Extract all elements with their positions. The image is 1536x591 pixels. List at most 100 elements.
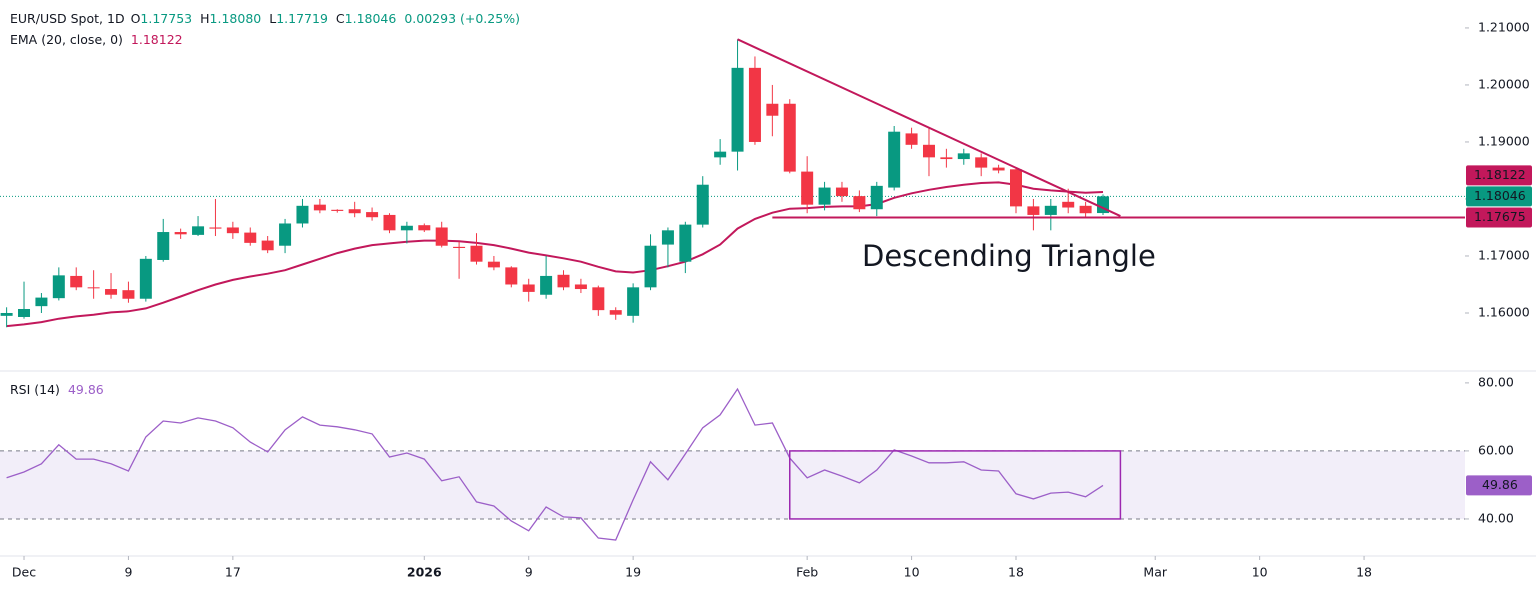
candle-body (70, 275, 83, 288)
rsi-badge-label: 49.86 (1482, 477, 1518, 492)
candle-body (1062, 201, 1075, 208)
candle-body (261, 240, 274, 251)
candle-body (52, 275, 65, 299)
candle-body (1079, 205, 1092, 214)
candle-body (505, 267, 518, 285)
trendline (737, 38, 1121, 217)
header: EUR/USD Spot, 1D O1.17753 H1.18080 L1.17719… (10, 11, 520, 26)
y-tick-label: 80.00 (1478, 374, 1514, 389)
ema-legend: EMA (20, close, 0) 1.18122 (10, 32, 183, 47)
candle-body (192, 226, 205, 235)
candle-body (992, 167, 1005, 171)
x-tick-label: 2026 (407, 565, 442, 580)
candle-body (331, 209, 344, 211)
rsi-line (6, 387, 1104, 541)
candle-body (783, 103, 796, 172)
rsi-badge (1466, 475, 1532, 496)
y-tick-label: 1.20000 (1478, 76, 1530, 91)
candle-body (400, 225, 413, 231)
candle-body (453, 246, 466, 248)
x-tick-label: Mar (1143, 565, 1167, 580)
x-tick-label: 9 (525, 565, 533, 580)
candle-body (0, 312, 13, 316)
rsi-legend: RSI (14) 49.86 (10, 382, 104, 397)
candle-body (348, 209, 361, 214)
x-tick-label: 10 (1252, 565, 1268, 580)
x-tick-label: Dec (12, 565, 36, 580)
price-badge-label: 1.18046 (1474, 188, 1526, 203)
y-tick-label: 1.19000 (1478, 133, 1530, 148)
candle-body (853, 196, 866, 210)
candle-body (748, 67, 761, 142)
x-tick-label: 9 (124, 565, 132, 580)
candle-body (975, 157, 988, 168)
ohlc-value: 1.17719 (276, 11, 328, 26)
candle-body (1009, 169, 1022, 207)
ohlc-key: H (200, 11, 209, 26)
rsi-box (789, 450, 1122, 520)
price-badge (1466, 207, 1532, 228)
candle-body (592, 287, 605, 311)
ohlc-value: 1.18046 (345, 11, 397, 26)
candle-body (35, 297, 48, 307)
y-tick-label: 1.21000 (1478, 19, 1530, 34)
candle-body (801, 171, 814, 205)
ema-value: 1.18122 (131, 32, 183, 47)
candle-body (679, 224, 692, 262)
candle-body (574, 284, 587, 290)
candle-body (18, 308, 31, 317)
candle-body (540, 275, 553, 295)
candle-body (522, 284, 535, 292)
y-tick-label: 1.16000 (1478, 304, 1530, 319)
x-tick-label: 17 (225, 565, 241, 580)
candle-body (296, 205, 309, 224)
ohlc-key: O (131, 11, 141, 26)
candle-body (627, 287, 640, 316)
x-tick-label: 10 (904, 565, 920, 580)
candle-body (557, 274, 570, 288)
candle-body (609, 310, 622, 315)
candle-body (122, 290, 135, 299)
price-badge-label: 1.18122 (1474, 167, 1526, 182)
candle-body (174, 232, 187, 235)
candle-body (922, 144, 935, 158)
candle-body (1027, 206, 1040, 215)
ema-line (6, 181, 1104, 328)
candle-body (696, 184, 709, 225)
candle-body (470, 245, 483, 262)
candle-body (313, 204, 326, 211)
candle-body (888, 131, 901, 188)
candle-body (418, 225, 431, 231)
rsi-value: 49.86 (68, 382, 104, 397)
candle-body (279, 223, 292, 246)
y-tick-label: 1.17000 (1478, 247, 1530, 262)
candle-body (105, 289, 118, 295)
candle-body (157, 232, 170, 260)
candle-body (940, 157, 953, 160)
candle-body (766, 103, 779, 116)
candle-body (714, 151, 727, 158)
ohlc-key: C (336, 11, 345, 26)
ohlc-value: 1.18080 (210, 11, 262, 26)
candle-body (487, 261, 500, 268)
candle-body (818, 187, 831, 205)
x-tick-label: Feb (796, 565, 818, 580)
price-badge (1466, 165, 1532, 186)
candle-body (957, 153, 970, 160)
rsi-name: RSI (14) (10, 382, 60, 397)
price-badge-label: 1.17675 (1474, 209, 1526, 224)
candle-body (366, 212, 379, 218)
ohlc-value: 1.17753 (140, 11, 192, 26)
price-badge (1466, 186, 1532, 207)
rsi-band (0, 450, 1465, 519)
candle-body (905, 133, 918, 145)
candle-body (139, 258, 152, 299)
candle-body (87, 287, 100, 289)
candle-body (435, 227, 448, 246)
candle-body (1044, 205, 1057, 215)
x-tick-label: 18 (1008, 565, 1024, 580)
ohlc-key: L (269, 11, 276, 26)
candle-body (661, 230, 674, 245)
